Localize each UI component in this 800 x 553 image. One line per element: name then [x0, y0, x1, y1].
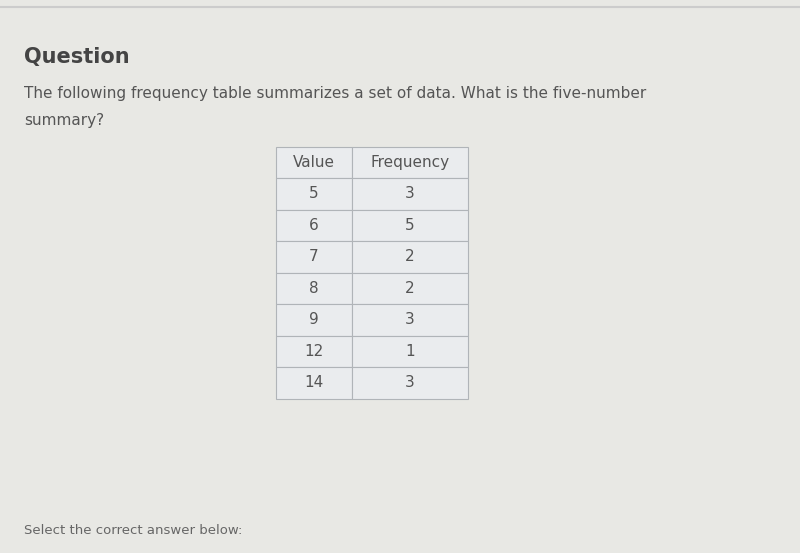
Bar: [276, 367, 352, 399]
Text: 3: 3: [405, 312, 415, 327]
Text: Value: Value: [293, 155, 335, 170]
Text: Frequency: Frequency: [370, 155, 450, 170]
Bar: [352, 304, 468, 336]
Bar: [352, 178, 468, 210]
Bar: [352, 273, 468, 304]
Text: 12: 12: [304, 344, 324, 359]
Text: 3: 3: [405, 186, 415, 201]
Text: Select the correct answer below:: Select the correct answer below:: [24, 524, 242, 538]
Text: 3: 3: [405, 375, 415, 390]
Bar: [276, 147, 352, 178]
Text: 5: 5: [405, 218, 415, 233]
Bar: [352, 210, 468, 241]
Text: 9: 9: [309, 312, 319, 327]
Text: 2: 2: [405, 281, 415, 296]
Text: 8: 8: [309, 281, 319, 296]
Bar: [276, 273, 352, 304]
Bar: [276, 336, 352, 367]
Text: 14: 14: [304, 375, 324, 390]
Bar: [352, 147, 468, 178]
Bar: [352, 367, 468, 399]
Bar: [276, 304, 352, 336]
Bar: [352, 241, 468, 273]
Text: summary?: summary?: [24, 113, 104, 128]
Text: 2: 2: [405, 249, 415, 264]
Text: 1: 1: [405, 344, 415, 359]
Bar: [276, 210, 352, 241]
Text: The following frequency table summarizes a set of data. What is the five-number: The following frequency table summarizes…: [24, 86, 646, 101]
Bar: [276, 178, 352, 210]
Text: 6: 6: [309, 218, 319, 233]
Text: 7: 7: [309, 249, 319, 264]
Text: Question: Question: [24, 47, 130, 67]
Text: 5: 5: [309, 186, 319, 201]
Bar: [352, 336, 468, 367]
Bar: [276, 241, 352, 273]
